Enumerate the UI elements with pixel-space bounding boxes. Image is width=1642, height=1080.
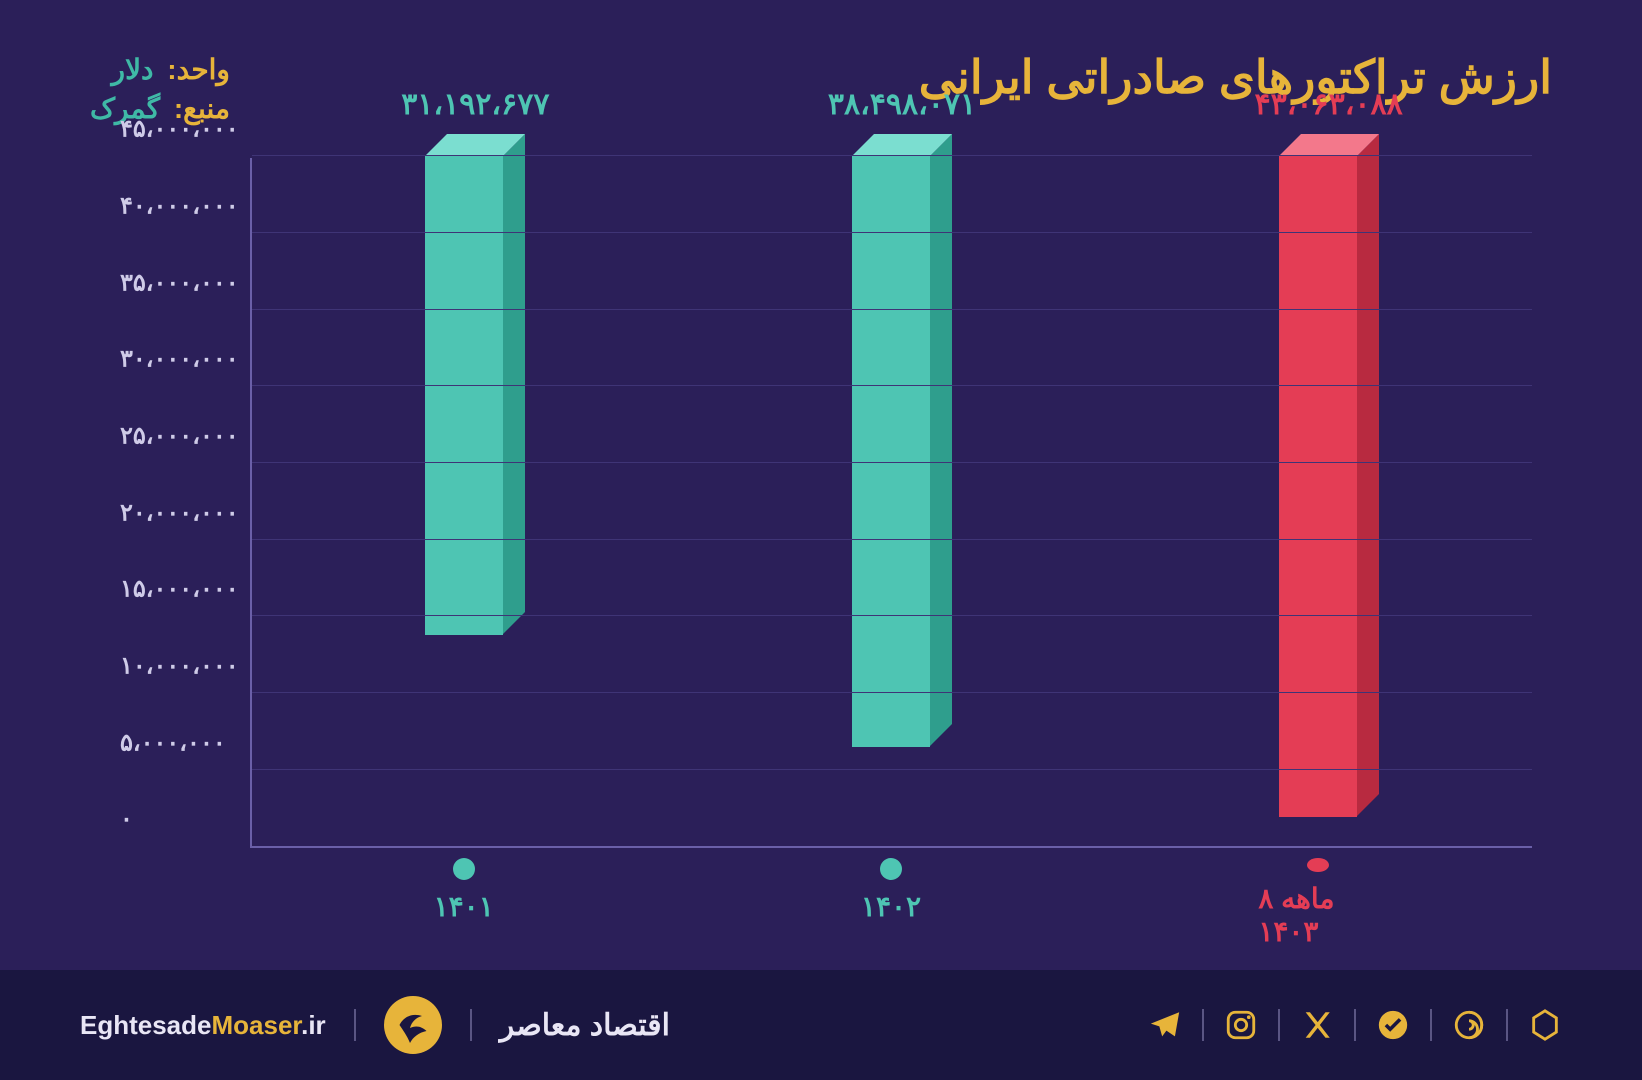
bar-side: [1357, 134, 1379, 816]
category-dot-icon: [453, 858, 475, 880]
plot-area: ۳۱،۱۹۲،۶۷۷ ۳۸،۴۹۸،۰۷۱ ۴۳،۰۶۳،۰۸۸: [250, 158, 1532, 848]
bar-front: [852, 156, 930, 746]
gridline: [252, 769, 1532, 770]
unit-label: واحد:: [167, 54, 230, 85]
site-accent: Moaser: [212, 1010, 302, 1040]
category-label: ۸ ماهه ۱۴۰۳: [1258, 882, 1378, 948]
divider-icon: [1278, 1009, 1280, 1041]
category-label: ۱۴۰۱: [434, 890, 494, 923]
instagram-icon[interactable]: [1224, 1008, 1258, 1042]
y-tick-label: ۲۵،۰۰۰،۰۰۰: [120, 422, 235, 451]
gridline: [252, 232, 1532, 233]
badge-check-icon[interactable]: [1376, 1008, 1410, 1042]
brand-logo-icon: [384, 996, 442, 1054]
x-axis-labels: ۱۴۰۱ ۱۴۰۲ ۸ ماهه ۱۴۰۳: [250, 858, 1532, 948]
site-post: .ir: [301, 1010, 326, 1040]
bar-value-label: ۳۱،۱۹۲،۶۷۷: [401, 87, 549, 122]
x-category: ۱۴۰۲: [831, 858, 951, 948]
bar-value-label: ۴۳،۰۶۳،۰۸۸: [1255, 87, 1403, 122]
y-tick-label: ۰: [120, 805, 235, 834]
divider-icon: [1430, 1009, 1432, 1041]
bars-row: ۳۱،۱۹۲،۶۷۷ ۳۸،۴۹۸،۰۷۱ ۴۳،۰۶۳،۰۸۸: [252, 158, 1532, 846]
y-tick-label: ۴۵،۰۰۰،۰۰۰: [120, 115, 235, 144]
gridline: [252, 615, 1532, 616]
gridline: [252, 692, 1532, 693]
footer: اقتصاد معاصر EghtesadeMoaser.ir: [0, 970, 1642, 1080]
footer-brand: اقتصاد معاصر EghtesadeMoaser.ir: [80, 996, 670, 1054]
bar: ۴۳،۰۶۳،۰۸۸: [1259, 156, 1379, 846]
main-panel: ارزش تراکتورهای صادراتی ایرانی واحد: دلا…: [0, 0, 1642, 970]
chart-title: ارزش تراکتورهای صادراتی ایرانی: [919, 50, 1552, 104]
bar-3d: ۳۱،۱۹۲،۶۷۷: [425, 156, 525, 634]
category-label: ۱۴۰۲: [861, 890, 921, 923]
gridline: [252, 385, 1532, 386]
divider-icon: [1354, 1009, 1356, 1041]
bar-front: [425, 156, 503, 634]
site-url: EghtesadeMoaser.ir: [80, 1010, 326, 1041]
x-icon[interactable]: [1300, 1008, 1334, 1042]
y-tick-label: ۳۵،۰۰۰،۰۰۰: [120, 268, 235, 297]
bar-value-label: ۳۸،۴۹۸،۰۷۱: [828, 87, 976, 122]
chart-container: ۳۱،۱۹۲،۶۷۷ ۳۸،۴۹۸،۰۷۱ ۴۳،۰۶۳،۰۸۸ ۱۴۰۱ ۱۴۰۲ ۸…: [90, 158, 1552, 948]
brand-text-fa: اقتصاد معاصر: [500, 1008, 670, 1043]
telegram-icon[interactable]: [1148, 1008, 1182, 1042]
divider-icon: [354, 1009, 356, 1041]
unit-value: دلار: [112, 54, 154, 85]
bar-side: [930, 134, 952, 746]
x-category: ۸ ماهه ۱۴۰۳: [1258, 858, 1378, 948]
category-dot-icon: [1307, 858, 1329, 872]
bar: ۳۸،۴۹۸،۰۷۱: [832, 156, 952, 846]
divider-icon: [1506, 1009, 1508, 1041]
y-tick-label: ۲۰،۰۰۰،۰۰۰: [120, 498, 235, 527]
hexagon-icon[interactable]: [1528, 1008, 1562, 1042]
y-tick-label: ۱۵،۰۰۰،۰۰۰: [120, 575, 235, 604]
y-tick-label: ۱۰،۰۰۰،۰۰۰: [120, 652, 235, 681]
swirl-icon[interactable]: [1452, 1008, 1486, 1042]
gridline: [252, 539, 1532, 540]
social-icons: [1148, 1008, 1562, 1042]
category-dot-icon: [880, 858, 902, 880]
y-tick-label: ۵،۰۰۰،۰۰۰: [120, 728, 235, 757]
gridline: [252, 462, 1532, 463]
bar-3d: ۳۸،۴۹۸،۰۷۱: [852, 156, 952, 746]
gridline: [252, 155, 1532, 156]
divider-icon: [1202, 1009, 1204, 1041]
site-pre: Eghtesade: [80, 1010, 212, 1040]
y-tick-label: ۴۰،۰۰۰،۰۰۰: [120, 192, 235, 221]
bar-3d: ۴۳،۰۶۳،۰۸۸: [1279, 156, 1379, 816]
gridline: [252, 309, 1532, 310]
bar-front: [1279, 156, 1357, 816]
bar: ۳۱،۱۹۲،۶۷۷: [405, 156, 525, 846]
x-category: ۱۴۰۱: [404, 858, 524, 948]
divider-icon: [470, 1009, 472, 1041]
y-tick-label: ۳۰،۰۰۰،۰۰۰: [120, 345, 235, 374]
